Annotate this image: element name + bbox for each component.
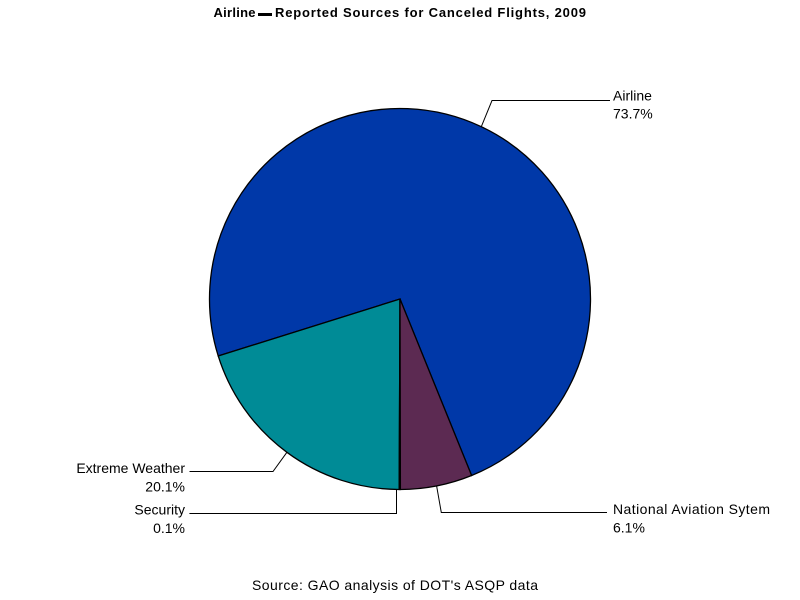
svg-text:Airline: Airline	[214, 5, 256, 20]
svg-text:20.1%: 20.1%	[145, 479, 185, 495]
svg-text:Security: Security	[134, 502, 185, 518]
svg-text:Source: GAO analysis of DOT's: Source: GAO analysis of DOT's ASQP data	[252, 577, 538, 593]
svg-text:73.7%: 73.7%	[613, 106, 653, 122]
svg-text:Airline: Airline	[613, 88, 652, 104]
svg-text:Reported Sources for Canceled: Reported Sources for Canceled Flights, 2…	[275, 5, 586, 20]
svg-text:Extreme Weather: Extreme Weather	[76, 460, 185, 476]
svg-text:6.1%: 6.1%	[613, 520, 645, 536]
svg-text:National Aviation Sytem: National Aviation Sytem	[613, 501, 770, 517]
svg-text:0.1%: 0.1%	[153, 520, 185, 536]
